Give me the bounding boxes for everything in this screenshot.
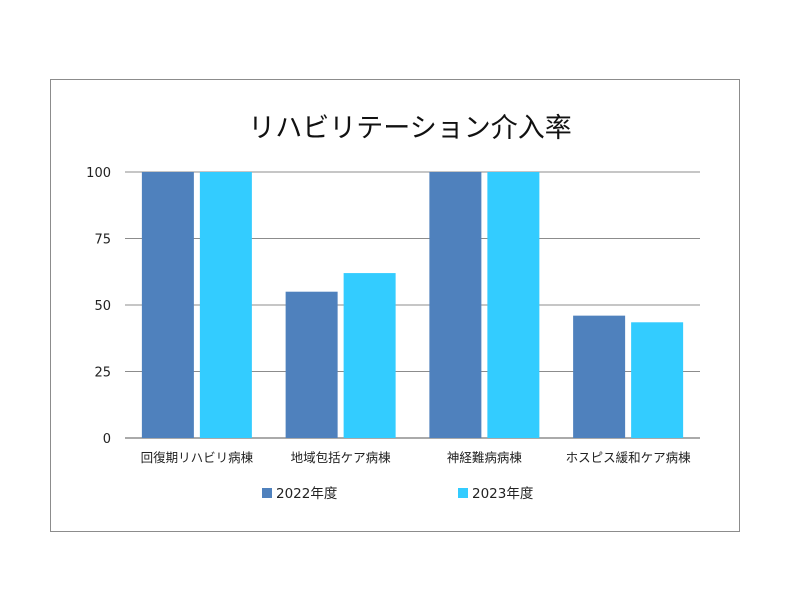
bar-2-2 (343, 273, 396, 438)
bars (141, 172, 684, 438)
legend-swatch (458, 488, 468, 498)
x-axis-labels: 回復期リハビリ病棟 地域包括ケア病棟 神経難病病棟 ホスピス緩和ケア病棟 (141, 450, 692, 465)
y-tick-label: 75 (94, 233, 111, 248)
bar-2-3 (487, 172, 540, 438)
x-category-label: 回復期リハビリ病棟 (141, 450, 254, 465)
legend-label: 2022年度 (276, 486, 337, 502)
y-tick-label: 100 (86, 166, 111, 181)
legend-label: 2023年度 (472, 486, 533, 502)
bar-1-4 (573, 315, 626, 438)
legend: 2022年度 2023年度 (262, 486, 533, 502)
bar-1-1 (141, 172, 194, 438)
y-tick-label: 0 (103, 432, 111, 447)
x-category-label: 神経難病病棟 (447, 450, 523, 465)
bar-1-2 (285, 291, 338, 438)
chart-title: リハビリテーション介入率 (248, 113, 571, 144)
bar-2-4 (631, 322, 684, 438)
y-tick-label: 50 (94, 299, 111, 314)
y-axis-ticks: 0 25 50 75 100 (86, 166, 111, 447)
bar-1-3 (429, 172, 482, 438)
x-category-label: ホスピス緩和ケア病棟 (566, 450, 692, 465)
x-category-label: 地域包括ケア病棟 (291, 450, 392, 465)
bar-2-1 (199, 172, 252, 438)
y-tick-label: 25 (94, 366, 111, 381)
legend-swatch (262, 488, 272, 498)
